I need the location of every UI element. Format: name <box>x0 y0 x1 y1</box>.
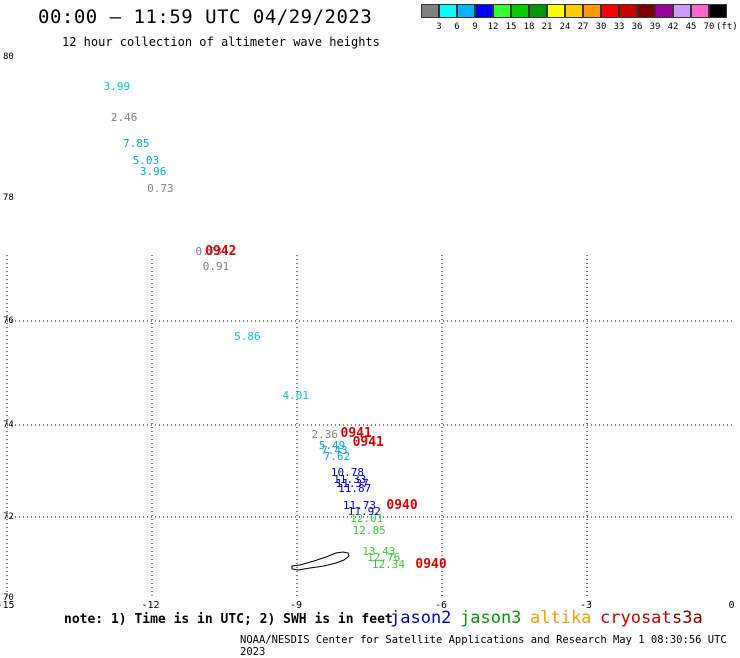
graticule <box>6 255 732 598</box>
pass-time-label: 0940 <box>386 497 418 513</box>
wave-height-value: 7.43 <box>321 444 348 458</box>
wave-height-value: 11.92 <box>347 505 381 519</box>
colorbar-tick: 24 <box>559 22 571 32</box>
colorbar-swatch <box>637 4 655 18</box>
colorbar-tick: 3 <box>436 22 442 32</box>
colorbar-swatch <box>673 4 691 18</box>
wave-height-value: 11.73 <box>342 498 377 512</box>
colorbar-tick: 21 <box>541 22 553 32</box>
colorbar-tick: 27 <box>577 22 589 32</box>
satellite-jason2: jason2 <box>390 608 452 628</box>
colorbar-tick: 33 <box>613 22 625 32</box>
colorbar-tick: 42 <box>667 22 679 32</box>
wave-height-value: 0.73 <box>147 181 174 195</box>
wave-height-value: 11.37 <box>335 476 369 490</box>
lon-tick-label: -12 <box>141 600 160 611</box>
colorbar-tick: 36 <box>631 22 643 32</box>
wave-height-value: 4.01 <box>282 388 310 402</box>
wave-height-value: 13.43 <box>362 545 396 559</box>
lon-tick-label: -6 <box>435 600 448 611</box>
colorbar-unit: (ft) <box>716 22 738 32</box>
colorbar-tick: 9 <box>472 22 478 32</box>
satellite-cryosat: cryosat <box>600 608 672 628</box>
colorbar-swatch <box>529 4 547 18</box>
satellite-altika: altika <box>530 608 592 628</box>
colorbar-tick: 12 <box>487 22 499 32</box>
pass-time-label: 0941 <box>352 435 384 451</box>
satellite-s3a: s3a <box>672 608 703 628</box>
colorbar-tick: 15 <box>505 22 517 32</box>
colorbar-swatch <box>709 4 727 18</box>
colorbar-swatch <box>547 4 565 18</box>
wave-height-value: 12.01 <box>350 512 384 526</box>
colorbar-swatch <box>493 4 511 18</box>
lat-tick-label: 72 <box>3 512 14 522</box>
wave-height-value: 5.03 <box>132 153 160 167</box>
colorbar-tick: 6 <box>454 22 460 32</box>
colorbar-swatch <box>619 4 637 18</box>
wave-height-value: 0.91 <box>202 260 230 274</box>
wave-height-value: 11.87 <box>338 481 372 495</box>
wave-height-value: 11.33 <box>333 472 367 486</box>
lat-tick-label: 78 <box>3 193 14 203</box>
lat-tick-label: 80 <box>3 52 14 62</box>
pass-time-label: 0940 <box>415 556 447 572</box>
wave-height-value: 7.62 <box>323 449 351 463</box>
colorbar-tick: 39 <box>649 22 661 32</box>
satellite-jason3: jason3 <box>460 608 522 628</box>
colorbar-swatch <box>421 4 439 18</box>
wave-height-value: 12.34 <box>371 558 406 572</box>
lon-tick-label: 0 <box>728 600 735 611</box>
colorbar-tick: 30 <box>595 22 607 32</box>
wave-height-value: 3.96 <box>139 164 167 178</box>
wave-height-value: 5.86 <box>234 329 261 343</box>
colorbar-swatch <box>691 4 709 18</box>
pass-time-label: 0942 <box>205 243 237 259</box>
wave-height-value: 10.78 <box>330 466 364 480</box>
colorbar-swatch <box>457 4 475 18</box>
lon-tick-label: -9 <box>290 600 303 611</box>
colorbar-swatch <box>439 4 457 18</box>
map-title: 00:00 — 11:59 UTC 04/29/2023 <box>38 6 373 28</box>
colorbar-swatch <box>655 4 673 18</box>
jan-mayen-coastline <box>291 551 350 571</box>
credit-line: NOAA/NESDIS Center for Satellite Applica… <box>240 634 727 658</box>
colorbar-tick: 18 <box>523 22 535 32</box>
wave-height-value: 12.76 <box>367 551 401 565</box>
lat-tick-label: 70 <box>3 593 14 603</box>
wave-height-value: 0.73 <box>195 245 223 259</box>
pass-time-label: 0941 <box>340 426 372 442</box>
colorbar-swatch <box>601 4 619 18</box>
lat-tick-label: 76 <box>3 316 14 326</box>
colorbar-tick: 45 <box>685 22 697 32</box>
colorbar-swatch <box>565 4 583 18</box>
wave-height-value: 5.49 <box>318 438 346 452</box>
colorbar-swatch <box>583 4 601 18</box>
wave-height-value: 2.46 <box>110 111 138 125</box>
colorbar-swatch <box>511 4 529 18</box>
units-note: note: 1) Time is in UTC; 2) SWH is in fe… <box>64 612 393 627</box>
wave-height-value: 2.36 <box>311 427 339 441</box>
wave-height-value: 3.99 <box>103 80 131 94</box>
wave-height-value: 7.85 <box>123 136 150 150</box>
wave-height-value: 12.85 <box>352 524 386 538</box>
lat-tick-label: 74 <box>3 420 14 430</box>
colorbar-tick: 70 <box>703 22 715 32</box>
map-subtitle: 12 hour collection of altimeter wave hei… <box>62 35 380 49</box>
lon-tick-label: -3 <box>580 600 593 611</box>
lon-tick-label: -15 <box>0 600 15 611</box>
colorbar-swatch <box>475 4 493 18</box>
